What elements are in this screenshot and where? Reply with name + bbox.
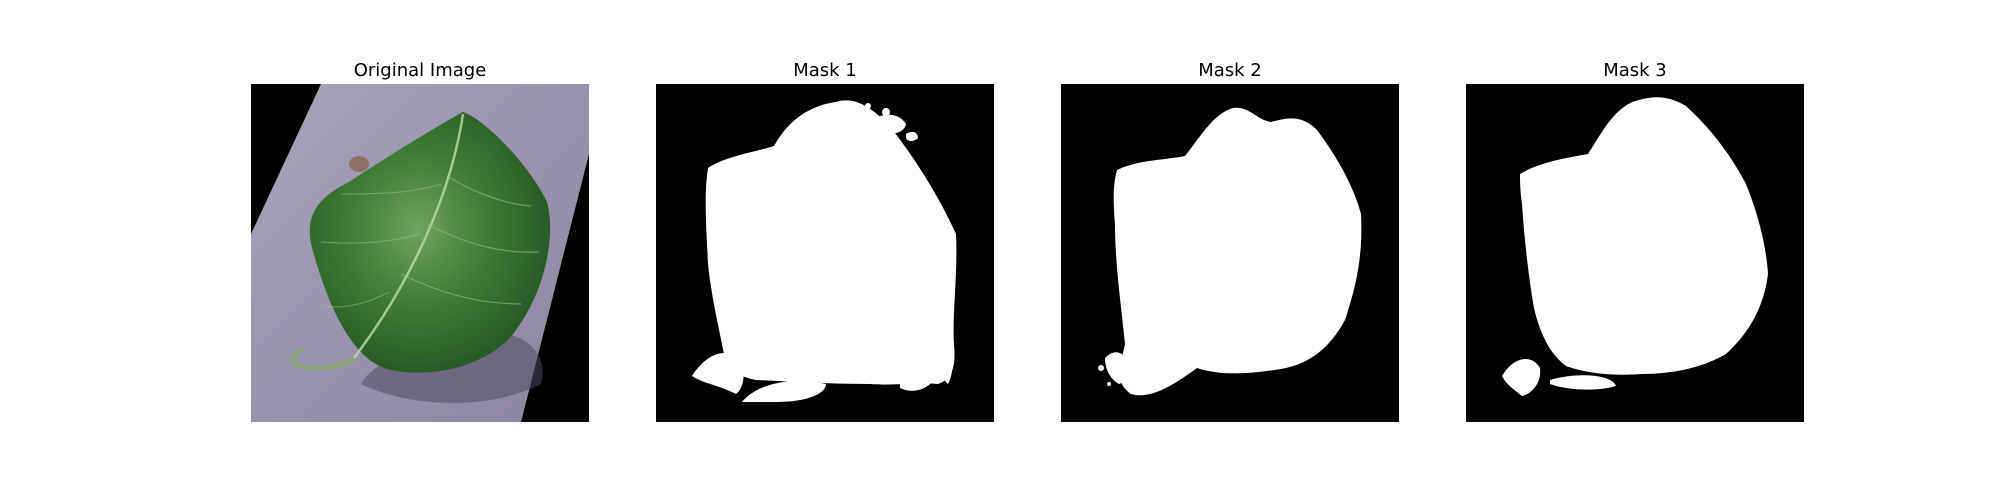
- panel-mask-3: Mask 3: [1466, 58, 1804, 422]
- panel-title: Original Image: [353, 60, 487, 81]
- mask-3-image: [1466, 84, 1804, 422]
- panel-original-image: Original Image: [251, 58, 589, 422]
- panel-title: Mask 3: [1603, 60, 1667, 81]
- original-leaf-image: [251, 84, 589, 422]
- panel-mask-1: Mask 1: [656, 58, 994, 422]
- panel-title: Mask 1: [793, 60, 857, 81]
- mask-2-image: [1061, 84, 1399, 422]
- panel-title: Mask 2: [1198, 60, 1262, 81]
- mask-1-image: [656, 84, 994, 422]
- panel-mask-2: Mask 2: [1061, 58, 1399, 422]
